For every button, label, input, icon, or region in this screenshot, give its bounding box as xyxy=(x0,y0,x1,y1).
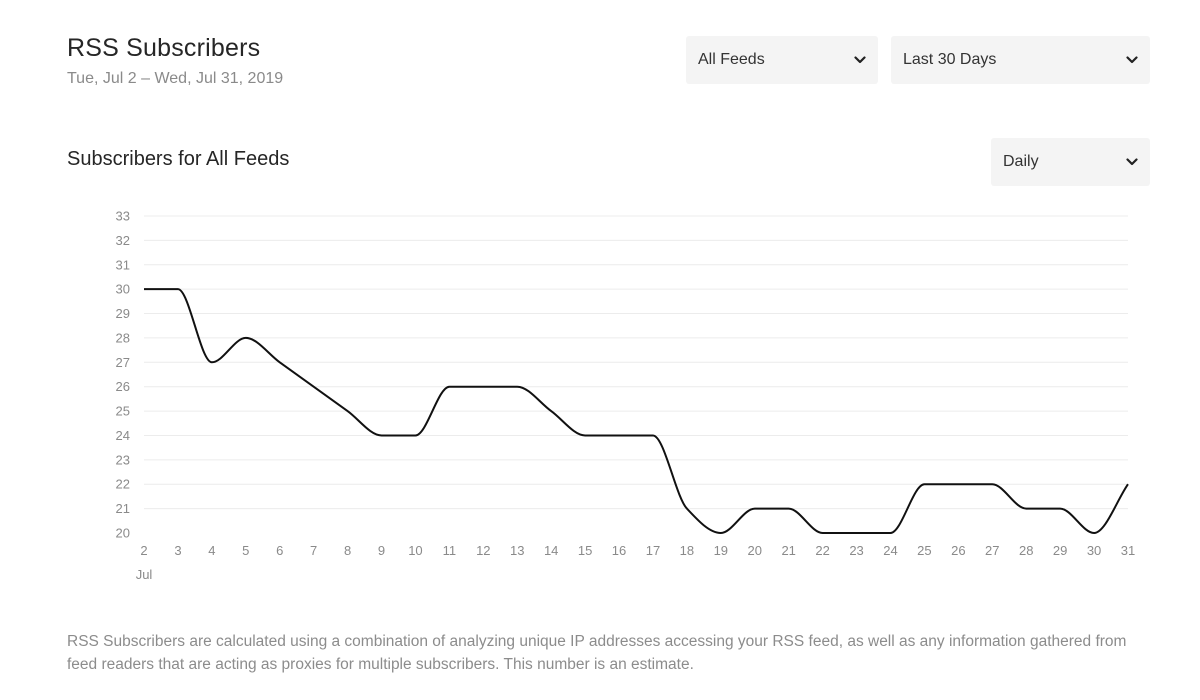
x-tick-label: 31 xyxy=(1121,543,1135,558)
series-line xyxy=(144,288,1129,535)
chevron-down-icon xyxy=(1126,54,1138,66)
y-tick-label: 22 xyxy=(116,477,130,492)
x-tick-label: 14 xyxy=(544,543,558,558)
x-tick-label: 15 xyxy=(578,543,592,558)
x-tick-label: 28 xyxy=(1019,543,1033,558)
x-tick-label: 27 xyxy=(985,543,999,558)
y-axis-ticks: 20 21 22 23 24 25 26 27 28 29 30 31 32 33 xyxy=(116,209,130,541)
y-tick-label: 27 xyxy=(116,355,130,370)
x-tick-label: 9 xyxy=(378,543,385,558)
chevron-down-icon xyxy=(1126,156,1138,168)
y-tick-label: 24 xyxy=(116,428,130,443)
date-range-select-label: Last 30 Days xyxy=(903,51,997,68)
x-tick-label: 8 xyxy=(344,543,351,558)
feed-select-label: All Feeds xyxy=(698,51,765,68)
interval-select[interactable]: Daily xyxy=(991,138,1150,186)
x-tick-label: 7 xyxy=(310,543,317,558)
date-range: Tue, Jul 2 – Wed, Jul 31, 2019 xyxy=(67,70,284,87)
feed-select[interactable]: All Feeds xyxy=(686,36,878,84)
y-tick-label: 23 xyxy=(116,452,130,467)
x-tick-label: 11 xyxy=(443,543,457,558)
page-title: RSS Subscribers xyxy=(67,34,261,62)
x-tick-label: 25 xyxy=(917,543,931,558)
x-tick-label: 5 xyxy=(242,543,249,558)
x-tick-label: 4 xyxy=(208,543,215,558)
y-tick-label: 30 xyxy=(116,282,130,297)
x-tick-label: 23 xyxy=(849,543,863,558)
x-tick-label: 12 xyxy=(476,543,490,558)
x-tick-label: 3 xyxy=(174,543,181,558)
date-range-select[interactable]: Last 30 Days xyxy=(891,36,1150,84)
x-tick-label: 22 xyxy=(815,543,829,558)
x-tick-label: 2 xyxy=(140,543,147,558)
x-tick-label: 13 xyxy=(510,543,524,558)
grid-lines xyxy=(144,215,1128,510)
interval-select-label: Daily xyxy=(1003,153,1039,170)
y-tick-label: 33 xyxy=(116,209,130,224)
y-tick-label: 29 xyxy=(116,306,130,321)
y-tick-label: 31 xyxy=(116,257,130,272)
x-tick-label: 19 xyxy=(714,543,728,558)
x-tick-label: 21 xyxy=(781,543,795,558)
x-tick-label: 20 xyxy=(748,543,762,558)
y-tick-label: 25 xyxy=(116,404,130,419)
x-tick-label: 10 xyxy=(408,543,422,558)
x-axis-month-label: Jul xyxy=(136,567,153,582)
x-axis-ticks: 2 3 4 5 6 7 8 9 10 11 12 13 14 15 16 17 18 19 20 21 22 23 24 25… xyxy=(136,543,1136,582)
x-tick-label: 18 xyxy=(680,543,694,558)
x-tick-label: 26 xyxy=(951,543,965,558)
section-title: Subscribers for All Feeds xyxy=(67,148,290,170)
x-tick-label: 6 xyxy=(276,543,283,558)
y-tick-label: 32 xyxy=(116,233,130,248)
x-tick-label: 29 xyxy=(1053,543,1067,558)
y-tick-label: 28 xyxy=(116,330,130,345)
chevron-down-icon xyxy=(854,54,866,66)
subscribers-series-line xyxy=(144,288,1129,535)
x-tick-label: 24 xyxy=(883,543,897,558)
x-tick-label: 16 xyxy=(612,543,626,558)
y-tick-label: 20 xyxy=(116,526,130,541)
footnote: RSS Subscribers are calculated using a c… xyxy=(67,633,1127,673)
y-tick-label: 26 xyxy=(116,379,130,394)
x-tick-label: 17 xyxy=(646,543,660,558)
y-tick-label: 21 xyxy=(116,501,130,516)
x-tick-label: 30 xyxy=(1087,543,1101,558)
